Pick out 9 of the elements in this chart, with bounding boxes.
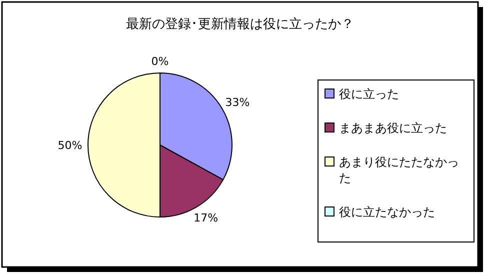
legend-label: まあまあ役に立った <box>339 121 447 135</box>
text: 0% <box>151 55 169 68</box>
legend-label: 役に立たなかった <box>339 205 435 219</box>
data-label: 33% <box>225 96 250 110</box>
legend-label: 役に立った <box>339 87 399 101</box>
data-label: 50% <box>58 139 82 152</box>
chart-title: 最新の登録･更新情報は役に立ったか？ <box>126 16 354 32</box>
legend-label: あまり役にたたなかった <box>339 155 459 185</box>
data-label: 17% <box>194 211 218 224</box>
